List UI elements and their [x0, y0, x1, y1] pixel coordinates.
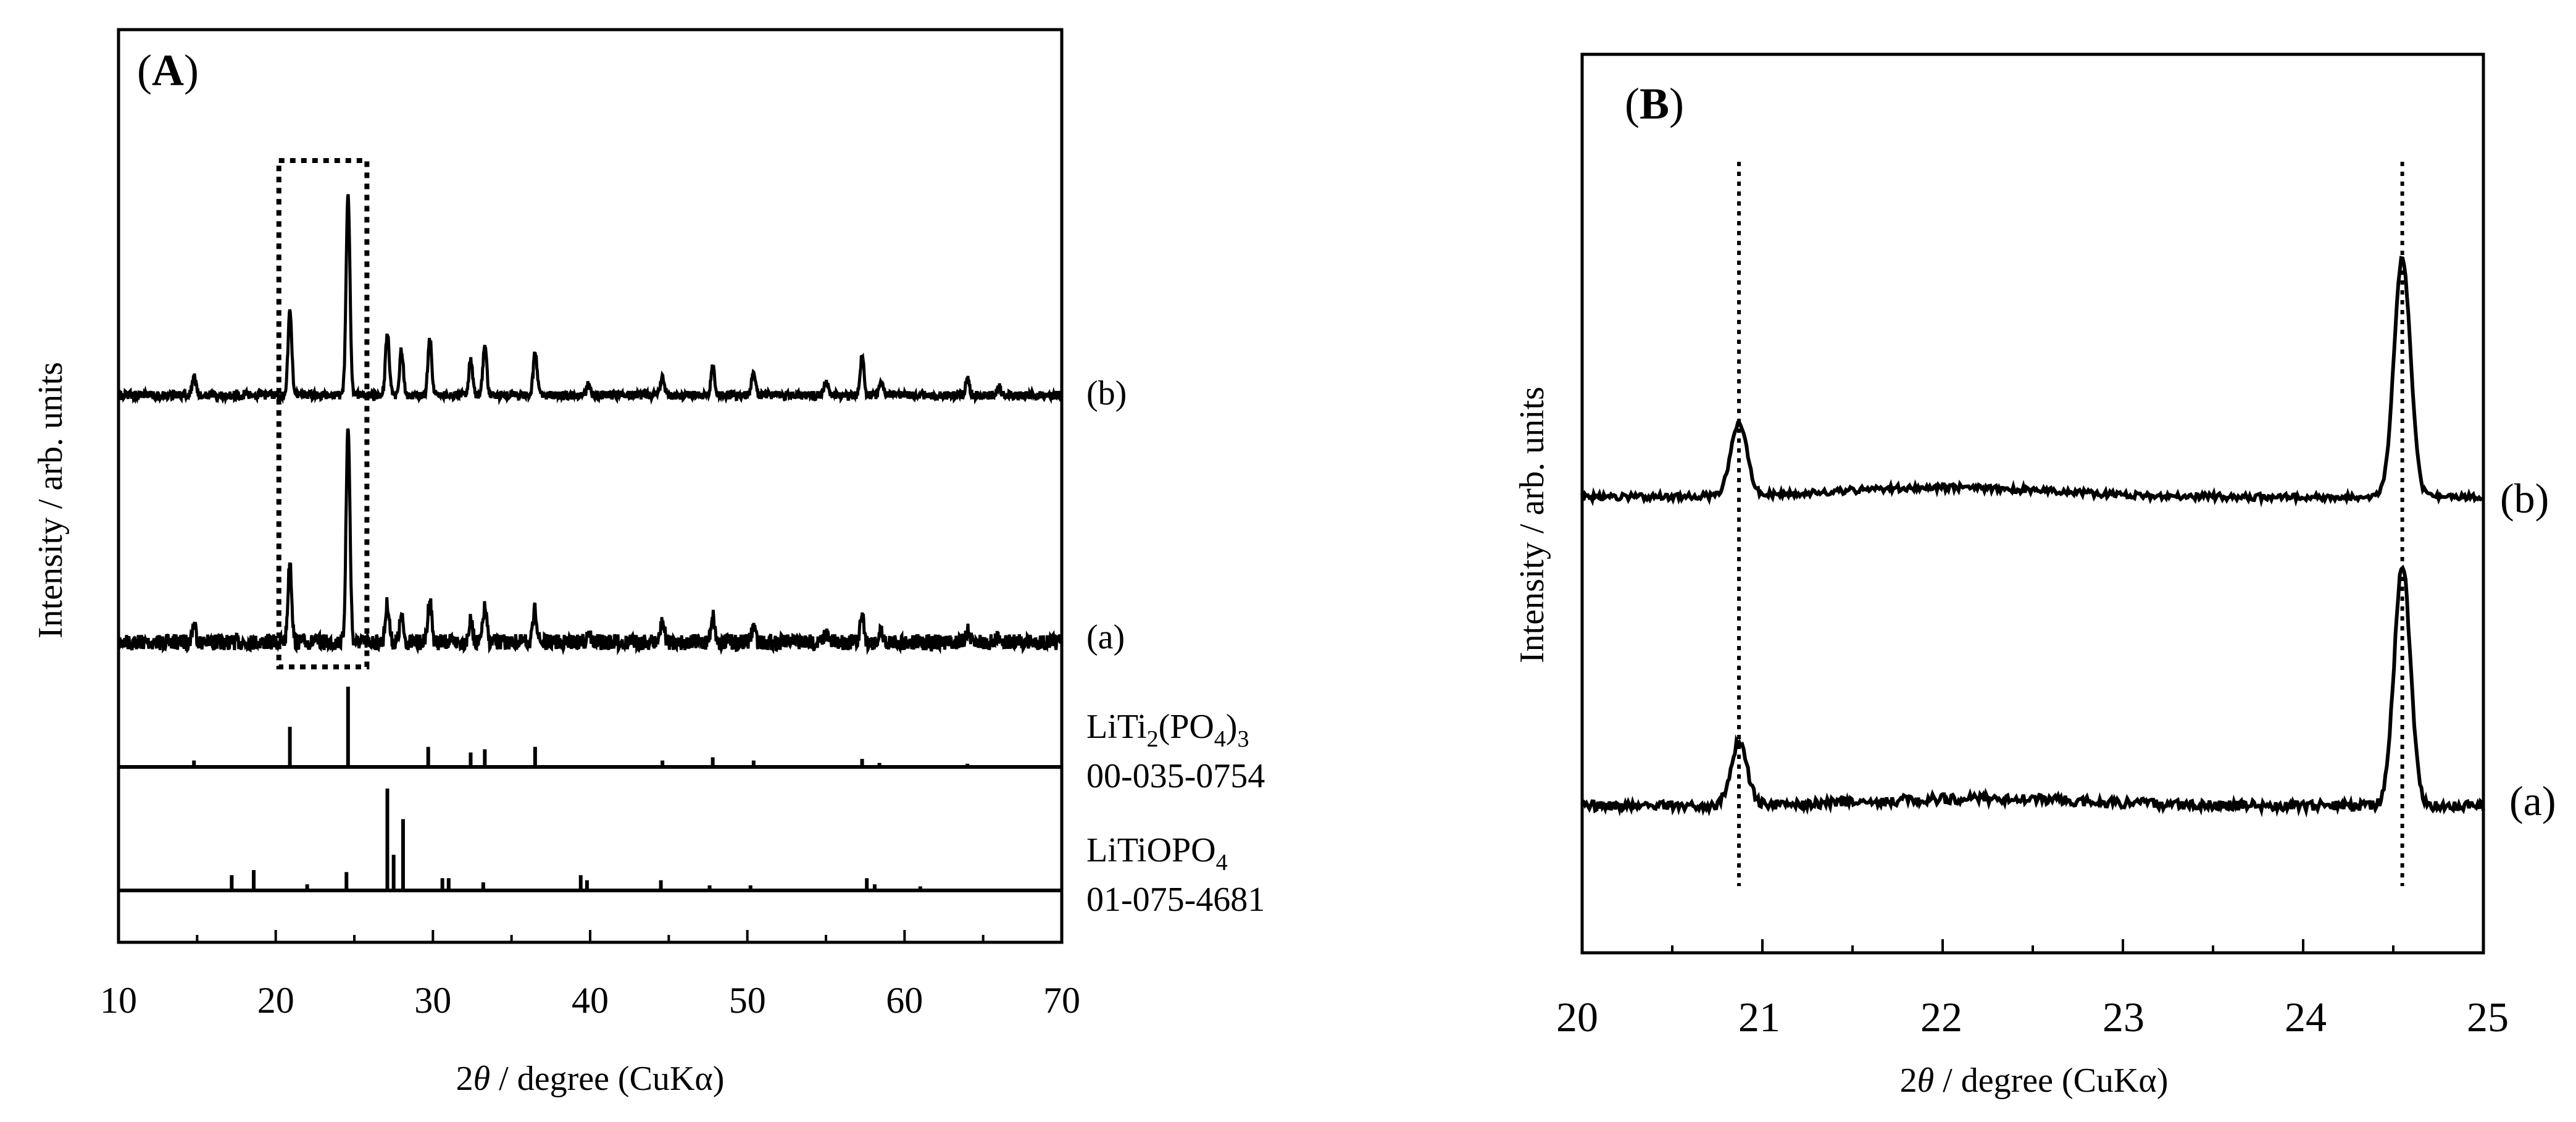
panel-a-highlight-box [276, 158, 370, 669]
b-tick-label: 24 [2285, 994, 2327, 1040]
b-tick-label: 25 [2467, 994, 2509, 1040]
series-label-a: (a) [1086, 618, 1125, 656]
panel-a-x-axis-label: 2θ / degree (CuKα) [456, 1060, 725, 1098]
panel-a-tick-labels: 10 20 30 40 50 60 70 [100, 980, 1080, 1021]
series-label-b: (b) [1086, 374, 1127, 412]
a-tick-label: 50 [729, 980, 766, 1021]
panel-b: (B) 20 21 22 23 24 25 2θ / degree (CuKα)… [1513, 52, 2556, 1100]
panel-b-ticks [1581, 939, 2485, 953]
a-tick-label: 30 [414, 980, 451, 1021]
b-tick-label: 22 [1920, 994, 1962, 1040]
ref1-pdf-number: 00-035-0754 [1086, 757, 1265, 795]
panel-a-trace-a [117, 428, 1063, 656]
ref2-stick-lines [230, 789, 922, 890]
b-tick-label: 20 [1556, 994, 1598, 1040]
panel-b-x-axis-label: 2θ / degree (CuKα) [1900, 1061, 2169, 1100]
b-tick-label: 23 [2103, 994, 2145, 1040]
panel-b-trace-a [1581, 564, 2485, 818]
panel-b-series-label-a: (a) [2509, 777, 2556, 824]
ref2-formula: LiTiOPO4 [1086, 831, 1228, 876]
panel-a-y-axis-label: Intensity / arb. units [31, 362, 70, 638]
panel-b-frame [1580, 52, 2485, 955]
panel-b-label: (B) [1625, 79, 1684, 128]
a-tick-label: 20 [257, 980, 294, 1021]
ref1-formula: LiTi2(PO4)3 [1086, 708, 1249, 752]
a-tick-label: 40 [572, 980, 609, 1021]
panel-a-ticks [117, 930, 1063, 942]
panel-a: (A) 10 20 30 40 50 60 70 2θ / degree (Cu… [31, 28, 1265, 1098]
panel-b-trace-b [1580, 256, 2485, 508]
panel-b-tick-labels: 20 21 22 23 24 25 [1556, 994, 2509, 1040]
a-tick-label: 70 [1043, 980, 1080, 1021]
panel-a-label: (A) [137, 46, 199, 95]
panel-b-y-axis-label: Intensity / arb. units [1513, 387, 1551, 663]
panel-b-series-label-b: (b) [2500, 475, 2549, 522]
panel-a-trace-b [117, 194, 1063, 406]
a-tick-label: 60 [886, 980, 923, 1021]
panel-b-dotted-guides [1737, 162, 2404, 886]
b-tick-label: 21 [1738, 994, 1780, 1040]
ref1-stick-lines [192, 687, 970, 767]
a-tick-label: 10 [100, 980, 137, 1021]
panel-a-frame [117, 28, 1064, 944]
ref2-pdf-number: 01-075-4681 [1086, 881, 1265, 919]
